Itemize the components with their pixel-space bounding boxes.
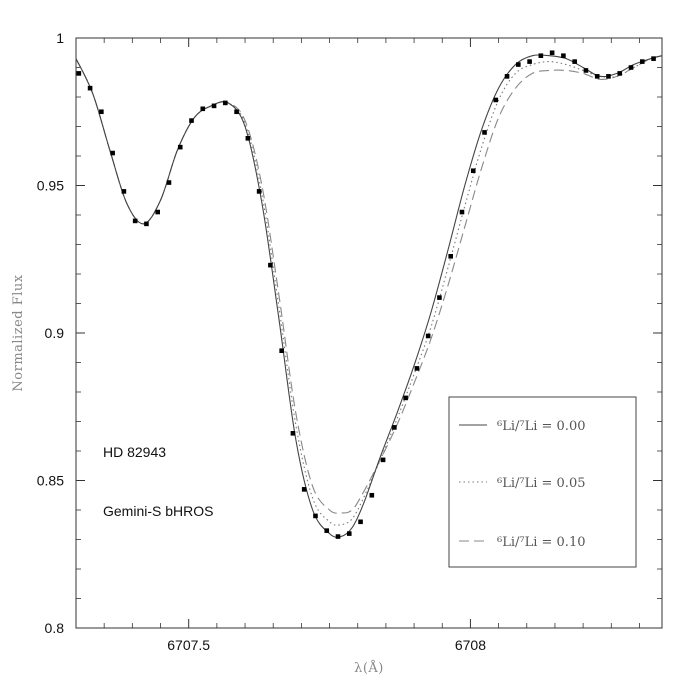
y-tick-label: 0.85 <box>37 473 64 489</box>
data-point <box>493 97 499 103</box>
x-axis: 6707.5 6708 <box>103 38 640 653</box>
data-point <box>268 262 273 268</box>
data-point <box>572 59 577 64</box>
y-tick-label: 0.9 <box>45 325 65 341</box>
data-point <box>132 218 138 224</box>
data-point <box>504 74 510 79</box>
data-point <box>110 150 115 156</box>
data-point <box>617 71 623 76</box>
data-point <box>189 118 194 123</box>
legend-label: ⁶Li/⁷Li = 0.10 <box>497 535 586 550</box>
data-point <box>549 50 555 56</box>
data-point <box>392 425 397 430</box>
plot-area <box>75 50 663 539</box>
data-point <box>527 59 532 64</box>
data-point <box>301 487 307 492</box>
data-point <box>380 457 386 463</box>
y-axis-title: Normalized Flux <box>11 274 26 391</box>
data-point <box>256 189 262 194</box>
data-point <box>177 144 183 150</box>
x-tick-label: 6708 <box>455 637 486 653</box>
data-point <box>358 519 363 525</box>
x-tick-label: 6707.5 <box>167 637 210 653</box>
legend: ⁶Li/⁷Li = 0.00 ⁶Li/⁷Li = 0.05 ⁶Li/⁷Li = 0.… <box>448 396 637 568</box>
y-tick-label: 0.95 <box>37 178 64 194</box>
data-point <box>155 209 161 215</box>
data-point <box>87 85 93 91</box>
data-point <box>437 295 442 300</box>
y-tick-label: 1 <box>56 30 64 46</box>
observed-data-points <box>76 50 656 539</box>
data-point <box>166 180 172 185</box>
y-tick-label: 0.8 <box>45 620 65 636</box>
data-point <box>234 109 239 115</box>
data-point <box>369 492 375 498</box>
legend-label: ⁶Li/⁷Li = 0.00 <box>497 419 586 434</box>
data-point <box>561 53 566 58</box>
data-point <box>538 53 544 58</box>
data-point <box>324 528 330 533</box>
data-point <box>346 531 352 536</box>
data-point <box>99 109 104 115</box>
data-point <box>403 395 408 401</box>
star-name-annotation: HD 82943 <box>103 444 166 460</box>
data-point <box>121 189 127 194</box>
data-point <box>583 68 589 73</box>
data-point <box>470 168 476 174</box>
instrument-annotation: Gemini-S bHROS <box>103 503 213 519</box>
data-point <box>414 366 420 371</box>
x-axis-title: λ(Å) <box>354 660 384 676</box>
data-point <box>594 74 600 79</box>
data-point <box>651 56 656 61</box>
y-axis: 0.8 0.85 0.9 0.95 1 <box>37 30 662 636</box>
data-point <box>606 74 611 79</box>
data-point <box>628 65 634 70</box>
data-point <box>425 333 431 339</box>
data-point <box>211 103 217 109</box>
data-point <box>459 209 465 215</box>
data-point <box>76 71 82 76</box>
data-point <box>482 130 487 135</box>
data-point <box>516 62 521 67</box>
data-point <box>290 431 296 436</box>
data-point <box>335 534 341 539</box>
data-point <box>144 221 149 227</box>
data-point <box>639 59 645 64</box>
data-point <box>279 348 284 353</box>
data-point <box>448 254 454 259</box>
series-line-dashed <box>75 55 663 514</box>
data-point <box>313 513 318 519</box>
data-point <box>223 100 228 106</box>
data-point <box>245 136 251 141</box>
legend-label: ⁶Li/⁷Li = 0.05 <box>497 476 586 491</box>
data-point <box>200 106 206 112</box>
